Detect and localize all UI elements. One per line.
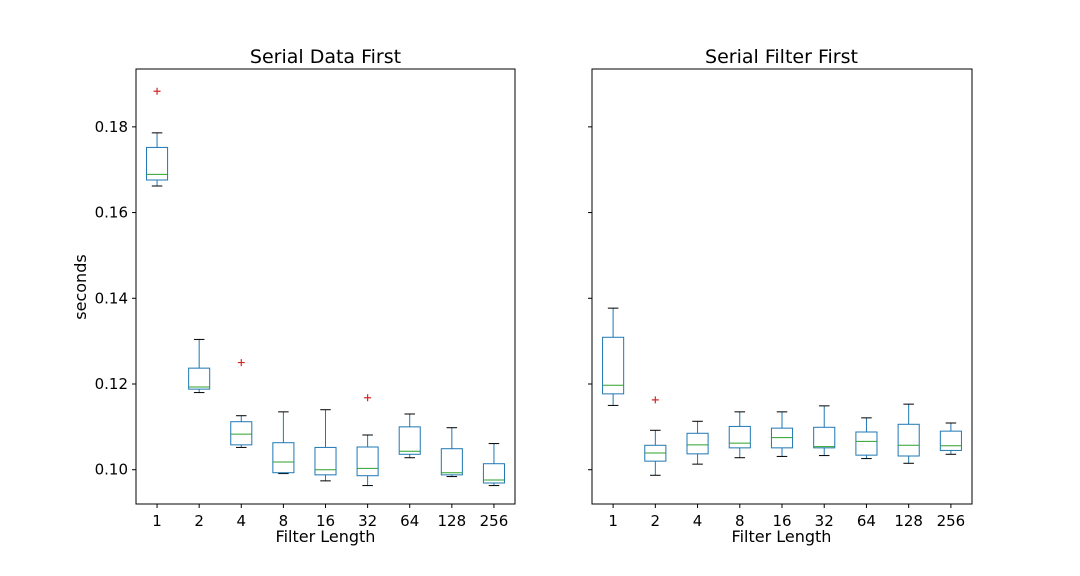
x-tick-label: 4 <box>693 512 703 530</box>
x-tick-label: 64 <box>857 512 876 530</box>
iqr-box <box>146 146 169 181</box>
x-tick-label: 8 <box>735 512 745 530</box>
iqr-box <box>482 463 505 484</box>
x-tick-label: 128 <box>894 512 923 530</box>
iqr-box <box>686 432 709 455</box>
panel-serial-filter-first: Serial Filter First Filter Length 1 2 4 8 16… <box>588 46 973 546</box>
box-128 <box>897 403 920 464</box>
x-tick-label: 4 <box>237 512 247 530</box>
iqr-box <box>440 448 463 476</box>
x-axis-label: Filter Length <box>276 527 376 546</box>
x-tick-label: 32 <box>358 512 377 530</box>
y-tick-label: 0.18 <box>95 118 128 136</box>
iqr-box <box>398 426 421 455</box>
x-tick-label: 2 <box>194 512 204 530</box>
x-tick-label: 1 <box>608 512 618 530</box>
box-64 <box>398 413 421 459</box>
x-tick-label: 256 <box>937 512 966 530</box>
box-64 <box>855 417 878 460</box>
box-256 <box>482 443 505 487</box>
x-tick-label: 2 <box>651 512 661 530</box>
y-tick-label: 0.14 <box>95 289 128 307</box>
box-256 <box>939 422 962 455</box>
x-tick-label: 128 <box>438 512 467 530</box>
x-tick-label: 16 <box>316 512 335 530</box>
iqr-box <box>728 425 751 449</box>
iqr-box <box>602 336 625 395</box>
iqr-box <box>855 431 878 456</box>
panel-title: Serial Data First <box>250 46 401 68</box>
y-tick-label: 0.12 <box>95 375 128 393</box>
box-16 <box>770 411 794 457</box>
x-tick-label: 32 <box>815 512 834 530</box>
iqr-box <box>272 442 295 474</box>
y-tick-label: 0.10 <box>95 461 128 479</box>
box-128 <box>440 427 463 478</box>
panel-serial-data-first: Serial Data First Filter Length seconds … <box>71 46 516 546</box>
box-32 <box>356 394 379 487</box>
box-2 <box>188 338 211 394</box>
iqr-box <box>230 421 253 446</box>
box-4 <box>686 420 709 465</box>
y-axis-label: seconds <box>71 254 90 319</box>
iqr-box <box>897 423 920 457</box>
box-8 <box>272 411 295 475</box>
x-tick-label: 16 <box>772 512 791 530</box>
iqr-box <box>356 446 379 477</box>
iqr-box <box>314 446 337 476</box>
box-1 <box>602 307 625 406</box>
box-4 <box>230 359 253 448</box>
box-8 <box>728 411 751 459</box>
x-tick-label: 64 <box>400 512 419 530</box>
outlier-marker <box>237 359 245 367</box>
x-axis-label: Filter Length <box>732 527 832 546</box>
panel-title: Serial Filter First <box>705 46 858 68</box>
iqr-box <box>939 430 962 451</box>
box-2 <box>644 396 667 476</box>
x-tick-label: 8 <box>279 512 289 530</box>
outlier-marker <box>651 396 659 404</box>
axes-frame <box>591 68 973 505</box>
outlier-marker <box>364 394 372 402</box>
box-32 <box>813 405 836 457</box>
outlier-marker <box>153 87 161 95</box>
axes-frame <box>135 68 516 505</box>
box-16 <box>314 409 337 482</box>
iqr-box <box>188 367 211 390</box>
iqr-box <box>813 426 836 449</box>
x-tick-label: 1 <box>152 512 162 530</box>
plot-area: 0.10 0.12 0.14 0.16 0.18 1 2 4 8 16 32 64 128 256 <box>95 87 509 530</box>
x-tick-label: 256 <box>480 512 509 530</box>
box-1 <box>146 87 169 187</box>
y-tick-label: 0.16 <box>95 204 128 222</box>
plot-area: 1 2 4 8 16 32 64 128 256 <box>588 126 966 530</box>
